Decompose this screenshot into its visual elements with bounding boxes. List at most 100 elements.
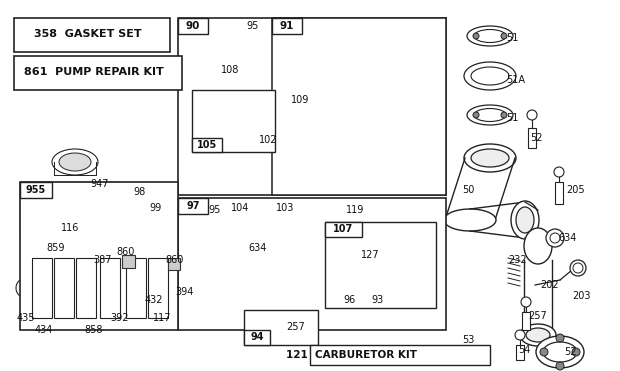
Text: 392: 392 bbox=[111, 313, 129, 323]
Text: 97: 97 bbox=[186, 201, 200, 211]
Bar bbox=[244, 330, 270, 345]
Text: 90: 90 bbox=[186, 21, 200, 31]
Circle shape bbox=[56, 214, 68, 226]
Ellipse shape bbox=[520, 324, 556, 346]
Circle shape bbox=[16, 278, 36, 298]
Ellipse shape bbox=[325, 68, 385, 92]
Text: 51: 51 bbox=[506, 113, 518, 123]
Text: 51: 51 bbox=[506, 33, 518, 43]
Text: 50: 50 bbox=[462, 185, 474, 195]
Ellipse shape bbox=[471, 67, 509, 85]
Circle shape bbox=[515, 330, 525, 340]
Bar bbox=[148, 258, 168, 318]
Text: 203: 203 bbox=[573, 291, 591, 301]
Ellipse shape bbox=[237, 210, 373, 260]
Circle shape bbox=[473, 112, 479, 118]
Bar bbox=[14, 18, 170, 52]
Text: 859: 859 bbox=[46, 243, 65, 253]
Circle shape bbox=[37, 210, 53, 226]
Bar bbox=[555, 182, 563, 204]
Ellipse shape bbox=[325, 288, 425, 328]
Ellipse shape bbox=[543, 342, 577, 362]
Text: 860: 860 bbox=[117, 247, 135, 257]
Bar bbox=[54, 258, 74, 318]
Text: 96: 96 bbox=[344, 295, 356, 305]
Ellipse shape bbox=[278, 225, 332, 245]
Circle shape bbox=[501, 33, 507, 39]
Text: 108: 108 bbox=[221, 65, 239, 75]
Text: 94: 94 bbox=[250, 332, 264, 342]
Text: eReplacementParts.com: eReplacementParts.com bbox=[210, 170, 311, 179]
Ellipse shape bbox=[516, 207, 534, 233]
Text: 95: 95 bbox=[209, 205, 221, 215]
Circle shape bbox=[540, 348, 548, 356]
Circle shape bbox=[71, 213, 81, 223]
Text: 394: 394 bbox=[175, 287, 193, 297]
Circle shape bbox=[501, 112, 507, 118]
Ellipse shape bbox=[52, 149, 98, 175]
Circle shape bbox=[143, 193, 153, 203]
Bar bbox=[272, 18, 302, 34]
Bar bbox=[76, 258, 96, 318]
Text: 119: 119 bbox=[346, 205, 364, 215]
Bar bbox=[522, 312, 530, 330]
Text: 102: 102 bbox=[259, 135, 277, 145]
Text: 121  CARBURETOR KIT: 121 CARBURETOR KIT bbox=[286, 350, 417, 360]
Text: 205: 205 bbox=[567, 185, 585, 195]
Circle shape bbox=[556, 362, 564, 370]
Text: 104: 104 bbox=[231, 203, 249, 213]
Ellipse shape bbox=[325, 247, 425, 292]
Bar bbox=[14, 56, 182, 90]
Ellipse shape bbox=[474, 30, 506, 43]
Ellipse shape bbox=[474, 108, 506, 121]
Bar bbox=[528, 128, 536, 148]
Text: 947: 947 bbox=[91, 179, 109, 189]
Ellipse shape bbox=[222, 103, 234, 121]
Text: 858: 858 bbox=[85, 325, 104, 335]
Circle shape bbox=[125, 188, 139, 202]
Text: 861  PUMP REPAIR KIT: 861 PUMP REPAIR KIT bbox=[24, 67, 164, 77]
Text: 634: 634 bbox=[249, 243, 267, 253]
Circle shape bbox=[572, 348, 580, 356]
Text: 358  GASKET SET: 358 GASKET SET bbox=[34, 29, 142, 39]
Ellipse shape bbox=[322, 38, 388, 66]
Circle shape bbox=[546, 229, 564, 247]
Text: 109: 109 bbox=[291, 95, 309, 105]
Bar bbox=[100, 258, 120, 318]
Bar bbox=[178, 18, 208, 34]
Circle shape bbox=[527, 110, 537, 120]
Ellipse shape bbox=[464, 62, 516, 90]
Ellipse shape bbox=[290, 53, 420, 108]
Text: 107: 107 bbox=[333, 224, 353, 234]
Ellipse shape bbox=[526, 328, 550, 342]
Text: 52: 52 bbox=[529, 133, 542, 143]
Circle shape bbox=[554, 167, 564, 177]
Ellipse shape bbox=[59, 153, 91, 171]
Bar bbox=[244, 310, 318, 345]
Text: 434: 434 bbox=[35, 325, 53, 335]
Ellipse shape bbox=[305, 101, 405, 139]
Ellipse shape bbox=[332, 43, 378, 61]
Text: 91: 91 bbox=[280, 21, 294, 31]
Text: 435: 435 bbox=[17, 313, 35, 323]
Ellipse shape bbox=[252, 216, 358, 254]
Ellipse shape bbox=[467, 26, 513, 46]
Ellipse shape bbox=[266, 320, 278, 336]
Ellipse shape bbox=[471, 149, 509, 167]
Bar bbox=[20, 182, 52, 198]
Ellipse shape bbox=[337, 253, 413, 287]
Bar bbox=[178, 18, 446, 195]
Bar bbox=[178, 198, 446, 330]
Circle shape bbox=[294, 24, 306, 36]
Text: 634: 634 bbox=[559, 233, 577, 243]
Text: 202: 202 bbox=[541, 280, 559, 290]
Circle shape bbox=[521, 297, 531, 307]
Ellipse shape bbox=[305, 60, 405, 100]
Text: 99: 99 bbox=[150, 203, 162, 213]
Bar bbox=[20, 182, 120, 238]
Text: 93: 93 bbox=[372, 295, 384, 305]
Text: 95: 95 bbox=[247, 21, 259, 31]
Ellipse shape bbox=[337, 293, 413, 323]
Text: 860: 860 bbox=[166, 255, 184, 265]
Circle shape bbox=[473, 33, 479, 39]
